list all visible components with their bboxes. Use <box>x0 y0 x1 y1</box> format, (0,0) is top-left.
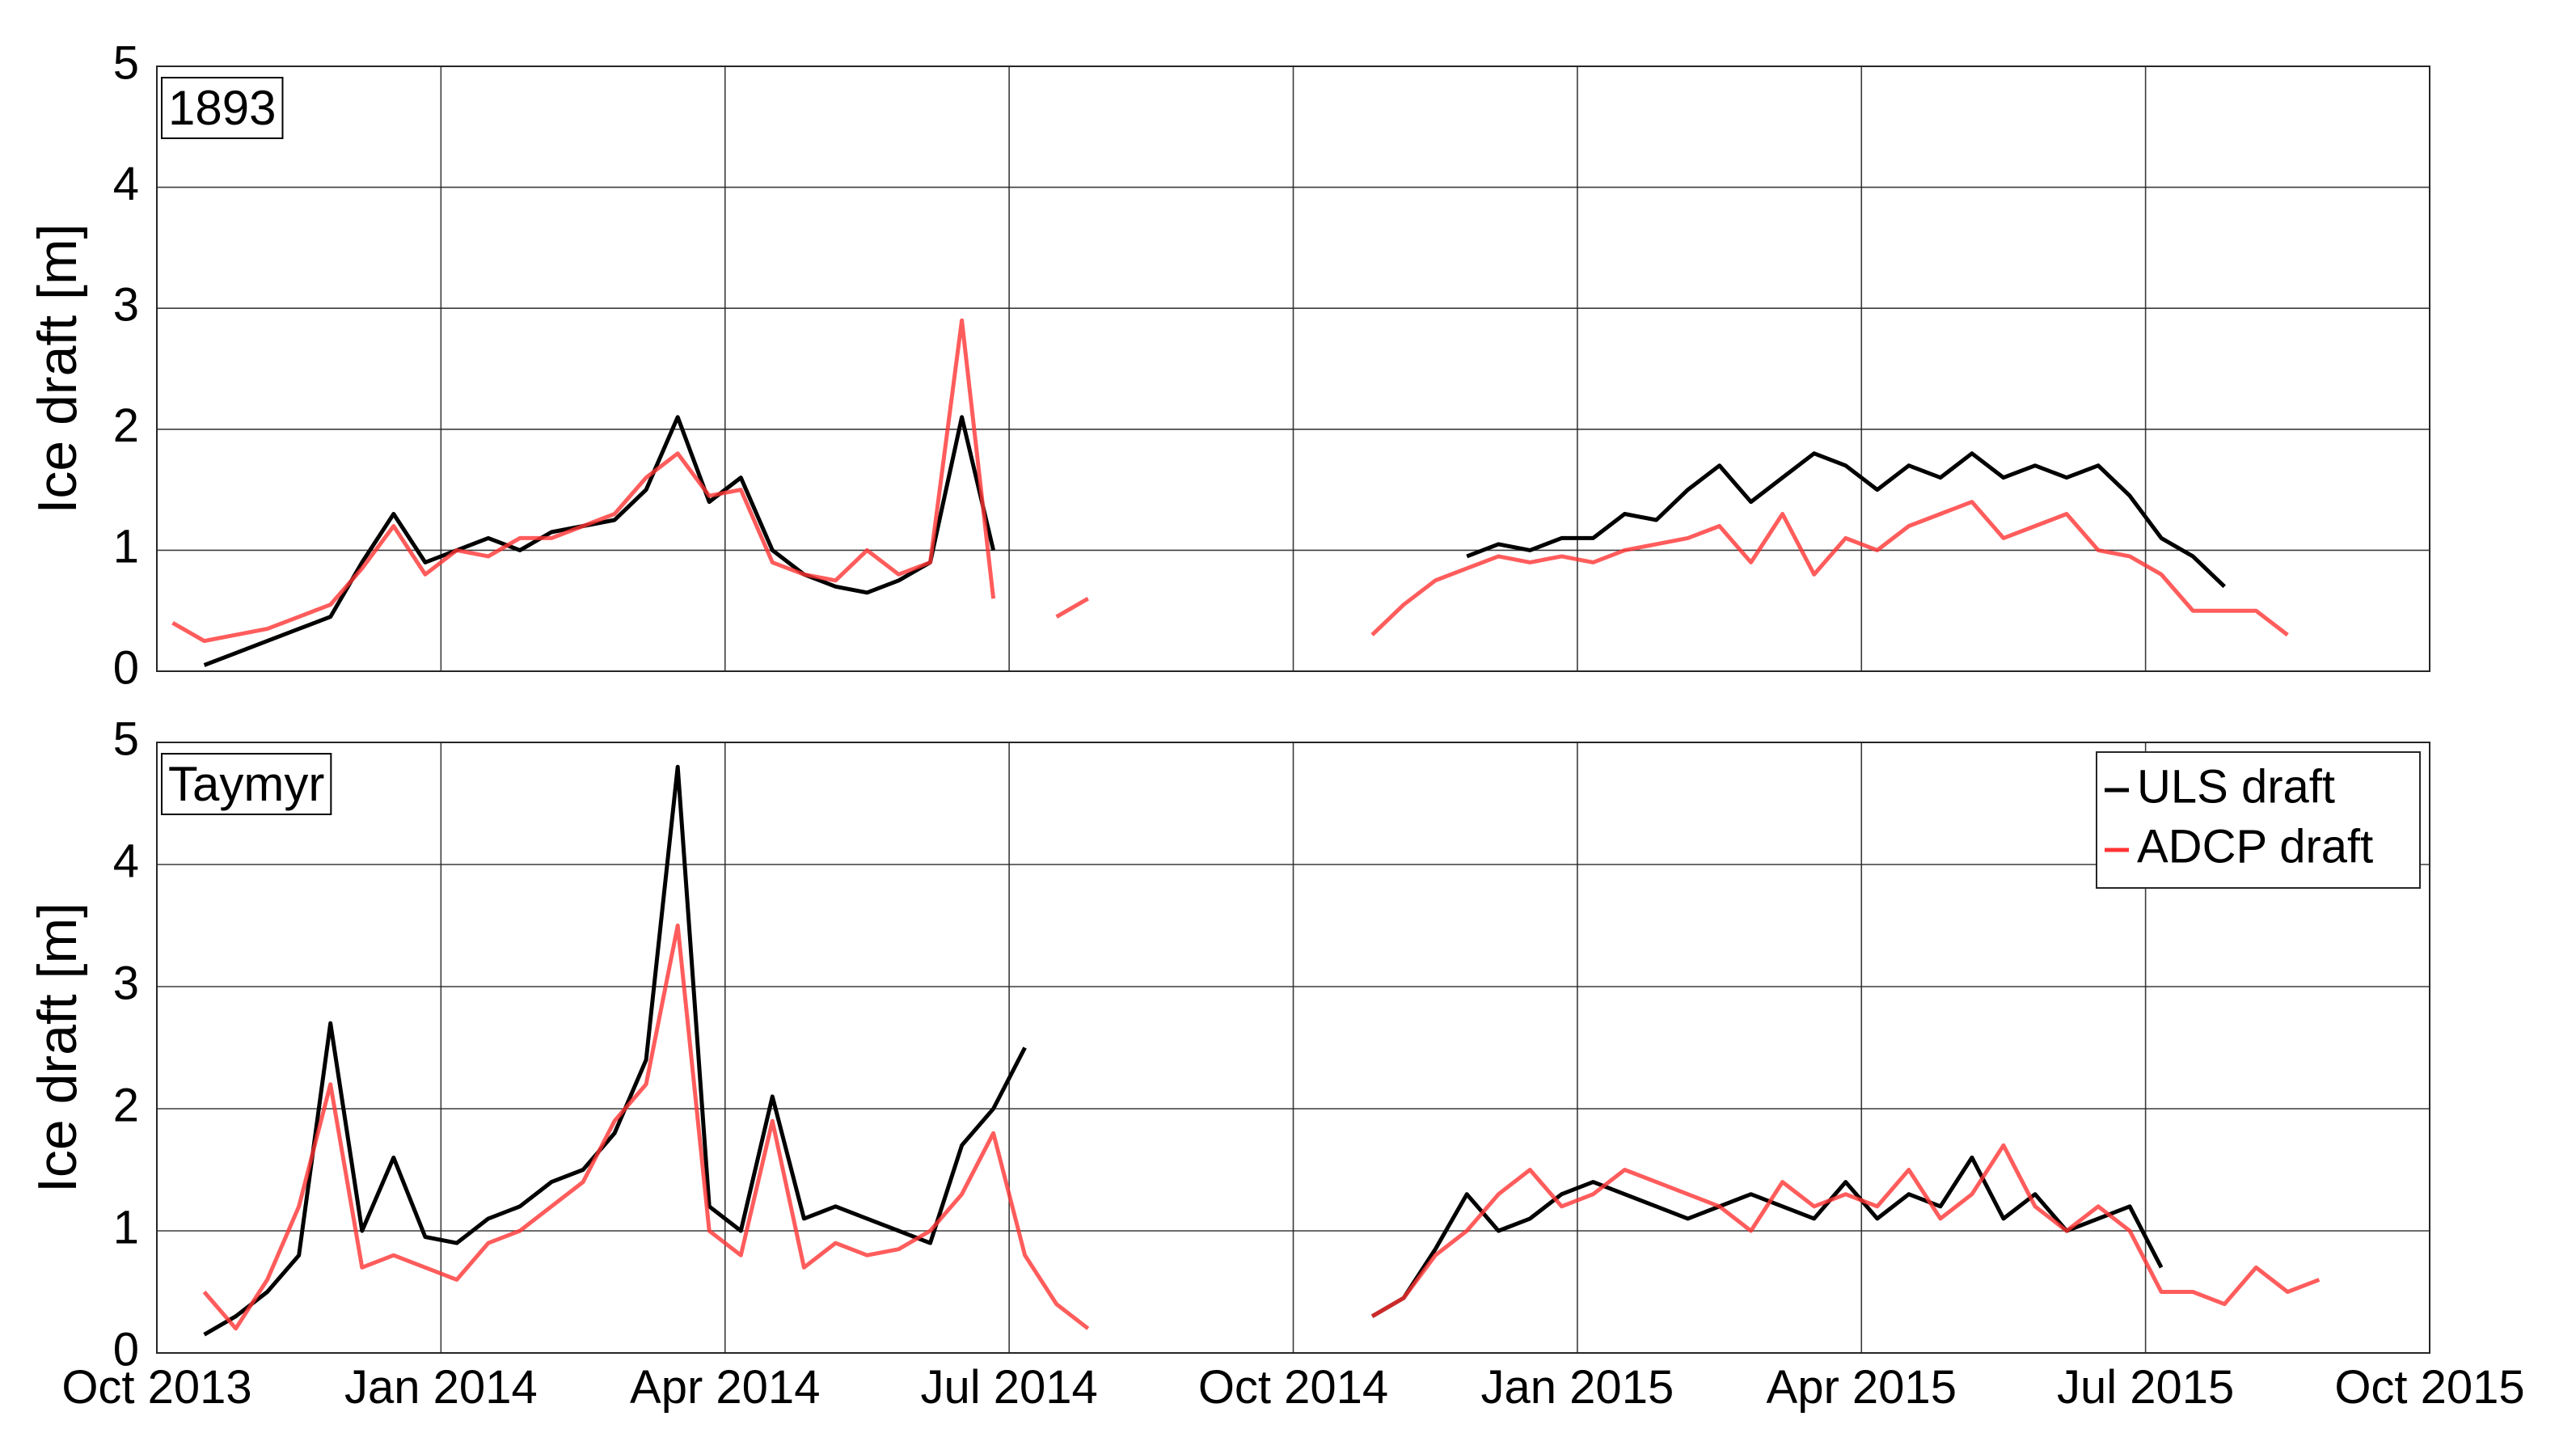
x-tick-label: Apr 2014 <box>630 1361 820 1414</box>
x-tick-label: Jan 2015 <box>1481 1361 1674 1414</box>
legend-label: ULS draft <box>2137 760 2335 813</box>
y-tick-label: 0 <box>113 1323 139 1376</box>
x-tick-label: Jul 2015 <box>2057 1361 2234 1414</box>
x-tick-label: Oct 2013 <box>61 1361 251 1414</box>
legend-box <box>2096 751 2421 889</box>
y-tick-label: 2 <box>113 1079 139 1131</box>
panel: 0 1 2 3 4 5 Oct 2013 Jan 2014 Apr 2014 Jul 2014 Oc… <box>27 712 2525 1414</box>
panel-label: 1893 <box>168 81 276 135</box>
y-axis-label: Ice draft [m] <box>27 903 88 1193</box>
y-tick-label: 2 <box>113 399 139 452</box>
x-tick-label: Jul 2014 <box>920 1361 1097 1414</box>
legend-label: ADCP draft <box>2137 820 2373 873</box>
y-tick-label: 4 <box>113 835 139 887</box>
panel-label-box <box>161 753 332 815</box>
x-tick-label: Oct 2014 <box>1198 1361 1388 1414</box>
legend: ULS draft ADCP draft <box>2096 751 2421 889</box>
data-line <box>171 318 2289 644</box>
data-line <box>202 924 2321 1331</box>
y-tick-label: 0 <box>113 641 139 694</box>
y-tick-label: 4 <box>113 158 139 210</box>
y-tick-label: 5 <box>113 36 139 89</box>
y-tick-label: 3 <box>113 957 139 1009</box>
plot-frame <box>156 66 2430 672</box>
y-tick-label: 1 <box>113 1201 139 1253</box>
data-line <box>203 415 2226 667</box>
panel-label: Taymyr <box>168 757 324 811</box>
y-axis-label: Ice draft [m] <box>27 224 88 514</box>
panel: 0 1 2 3 4 5 Ice draft [m] 1893 <box>27 36 2430 694</box>
panel-label-box <box>161 77 284 139</box>
y-tick-label: 3 <box>113 279 139 332</box>
x-tick-label: Oct 2015 <box>2334 1361 2524 1414</box>
x-tick-label: Apr 2015 <box>1767 1361 1957 1414</box>
plot-frame <box>156 742 2430 1354</box>
y-tick-label: 1 <box>113 521 139 573</box>
x-tick-label: Jan 2014 <box>344 1361 538 1414</box>
y-tick-label: 5 <box>113 712 139 765</box>
